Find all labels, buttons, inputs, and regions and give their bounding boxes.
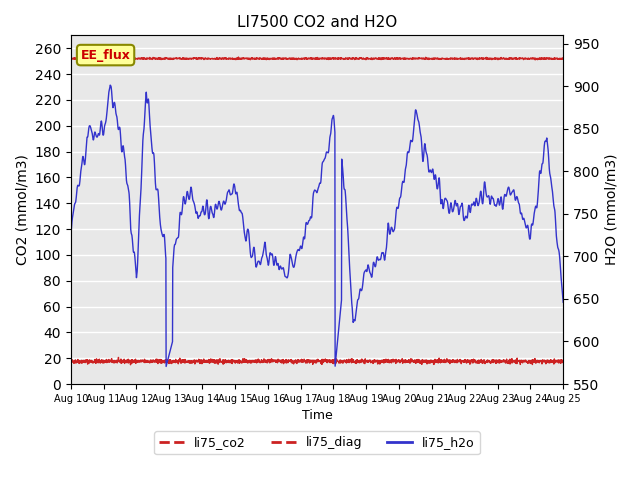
X-axis label: Time: Time [301, 409, 332, 422]
Text: EE_flux: EE_flux [81, 48, 131, 61]
Title: LI7500 CO2 and H2O: LI7500 CO2 and H2O [237, 15, 397, 30]
Y-axis label: H2O (mmol/m3): H2O (mmol/m3) [605, 154, 619, 265]
Y-axis label: CO2 (mmol/m3): CO2 (mmol/m3) [15, 154, 29, 265]
Legend: li75_co2, li75_diag, li75_h2o: li75_co2, li75_diag, li75_h2o [154, 432, 480, 455]
